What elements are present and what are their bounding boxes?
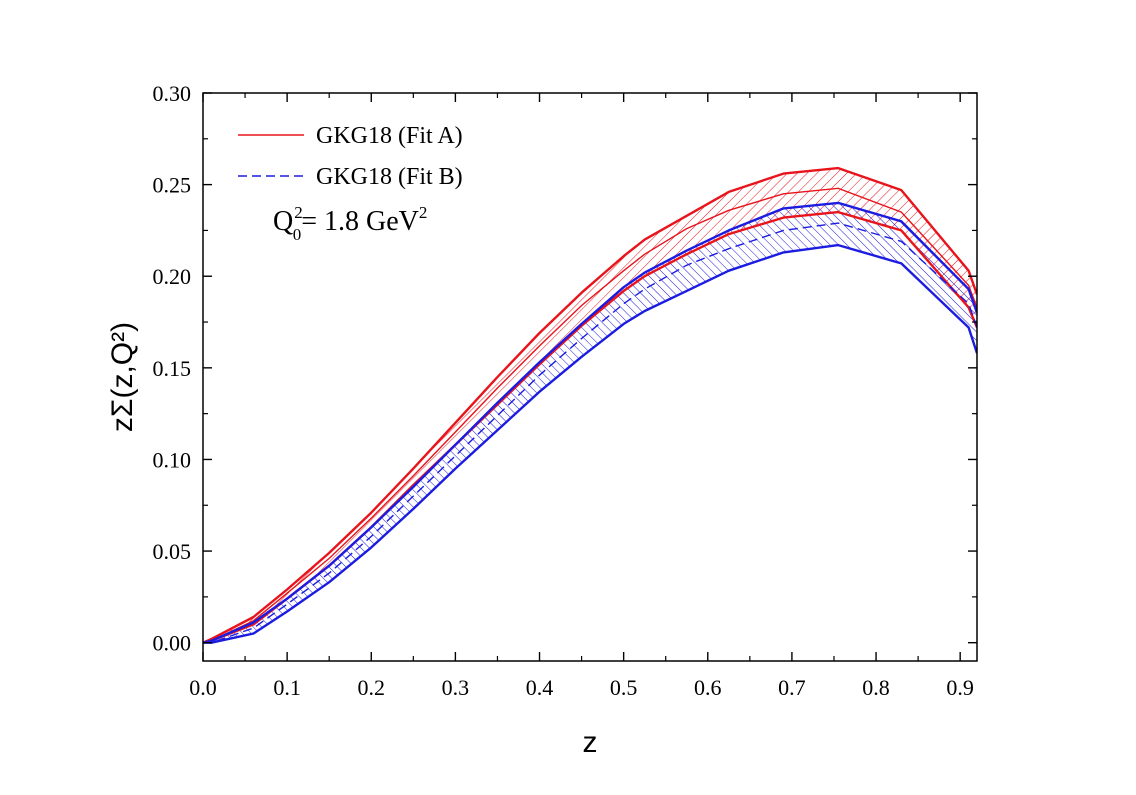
x-tick-label: 0.2 [358,675,386,700]
band-fit-b [203,202,977,643]
y-tick-label: 0.20 [153,264,192,289]
y-tick-label: 0.10 [153,447,192,472]
line-fit-b-central [203,222,977,644]
x-tick-label: 0.8 [862,675,890,700]
legend-label-fit-b: GKG18 (Fit B) [316,164,463,190]
y-tick-label: 0.00 [153,631,192,656]
y-tick-label: 0.25 [153,173,192,198]
x-tick-label: 0.5 [610,675,638,700]
line-fit-a-upper [203,166,977,644]
legend: GKG18 (Fit A) GKG18 (Fit B) [238,123,463,190]
y-axis-ticks: 0.00 0.05 0.10 0.15 0.20 0.25 0.30 [153,81,977,656]
plot-frame [202,92,978,662]
x-tick-label: 0.0 [189,675,217,700]
line-fit-b-upper [203,201,977,644]
x-tick-label: 0.3 [442,675,470,700]
uncertainty-bands [203,168,977,643]
x-tick-label: 0.6 [694,675,722,700]
y-tick-label: 0.30 [153,81,192,106]
y-axis-title: zΣ(z,Q²) [106,322,139,432]
line-fit-a-central [203,187,977,644]
legend-label-fit-a: GKG18 (Fit A) [316,123,463,149]
x-tick-label: 0.7 [778,675,806,700]
x-tick-label: 0.1 [273,675,301,700]
curves [203,166,977,644]
x-tick-label: 0.4 [526,675,554,700]
y-tick-label: 0.05 [153,539,192,564]
line-fit-b-lower [203,243,977,644]
y-tick-label: 0.15 [153,356,192,381]
x-tick-label: 0.9 [946,675,974,700]
x-axis-title: z [583,726,598,759]
x-axis-ticks: 0.0 0.1 0.2 0.3 0.4 0.5 0.6 0.7 0.8 0.9 [189,93,974,700]
scale-annotation: Q2 0= 1.8 GeV2 [273,203,427,244]
